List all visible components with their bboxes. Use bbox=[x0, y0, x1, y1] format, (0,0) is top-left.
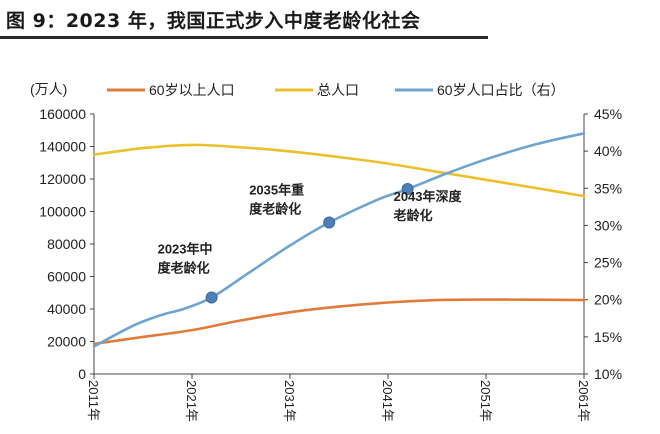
legend-label-total: 总人口 bbox=[317, 82, 359, 98]
y-right-tick-label: 25% bbox=[594, 255, 622, 271]
y-left-tick-label: 120000 bbox=[39, 171, 86, 187]
x-tick-label: 2041年 bbox=[380, 380, 395, 422]
legend-label-over60: 60岁以上人口 bbox=[149, 82, 235, 98]
y-left-unit-label: (万人) bbox=[30, 81, 67, 97]
x-tick-label: 2051年 bbox=[478, 380, 493, 422]
annotation-marker bbox=[401, 183, 414, 196]
title-divider bbox=[0, 36, 488, 39]
y-left-tick-label: 80000 bbox=[47, 236, 86, 252]
annotation-label: 度老龄化 bbox=[249, 201, 301, 216]
annotation-label: 度老龄化 bbox=[158, 260, 210, 275]
y-left-tick-label: 160000 bbox=[39, 106, 86, 122]
y-left-tick-label: 0 bbox=[78, 366, 86, 382]
series-line-over60 bbox=[92, 298, 586, 346]
series-line-share bbox=[92, 132, 586, 348]
y-left-tick-label: 140000 bbox=[39, 139, 86, 155]
y-left-tick-label: 40000 bbox=[47, 301, 86, 317]
y-right-tick-label: 35% bbox=[594, 180, 622, 196]
y-right-tick-label: 45% bbox=[594, 106, 622, 122]
y-right-tick-label: 15% bbox=[594, 329, 622, 345]
y-right-tick-label: 40% bbox=[594, 143, 622, 159]
annotation-marker bbox=[205, 291, 218, 304]
annotation-marker bbox=[323, 216, 336, 229]
series-line-total bbox=[92, 143, 586, 198]
y-right-tick-label: 20% bbox=[594, 292, 622, 308]
annotation-label: 老龄化 bbox=[393, 208, 433, 223]
x-tick-label: 2011年 bbox=[86, 380, 101, 421]
y-right-tick-label: 30% bbox=[594, 217, 622, 233]
x-tick-label: 2061年 bbox=[576, 380, 591, 422]
x-tick-label: 2021年 bbox=[184, 380, 199, 422]
x-tick-label: 2031年 bbox=[282, 380, 297, 422]
legend-label-share: 60岁人口占比（右） bbox=[437, 82, 565, 98]
y-left-tick-label: 20000 bbox=[47, 334, 86, 350]
y-left-tick-label: 60000 bbox=[47, 269, 86, 285]
y-left-tick-label: 100000 bbox=[39, 204, 86, 220]
annotation-label: 2023年中 bbox=[158, 241, 213, 256]
annotation-label: 2035年重 bbox=[249, 182, 304, 197]
figure-title: 图 9：2023 年，我国正式步入中度老龄化社会 bbox=[6, 10, 421, 32]
y-right-tick-label: 10% bbox=[594, 366, 622, 382]
annotation-label: 2043年深度 bbox=[394, 189, 463, 204]
